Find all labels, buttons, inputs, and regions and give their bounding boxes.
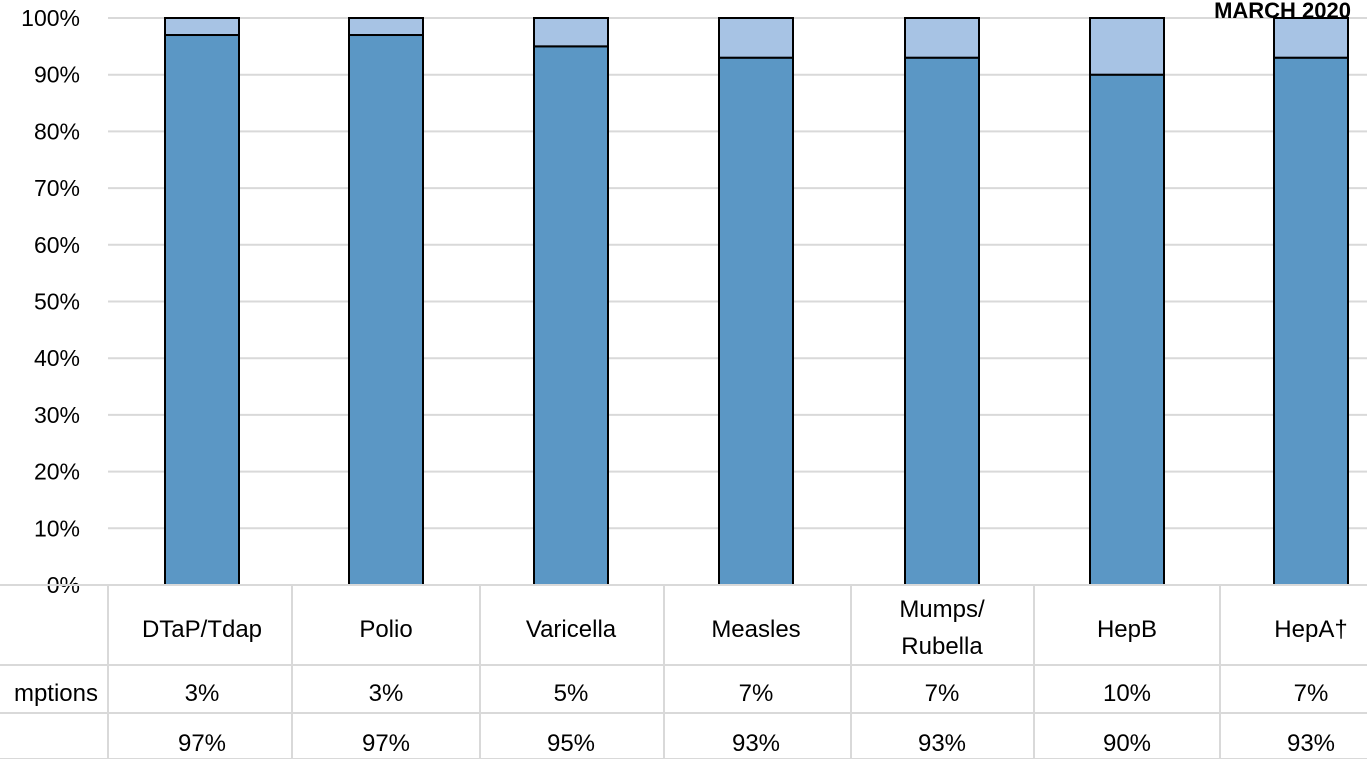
bar-vaccinated: [164, 34, 240, 586]
bar-exemptions: [1089, 17, 1165, 76]
category-label: HepB: [1097, 616, 1157, 643]
bar-vaccinated: [904, 56, 980, 586]
bar-exemptions: [164, 17, 240, 37]
category-label: Measles: [711, 616, 800, 643]
table-cell-value: 93%: [918, 730, 966, 757]
table-cell-value: 97%: [178, 730, 226, 757]
bar-vaccinated: [1273, 56, 1349, 586]
category-label: HepA†: [1274, 616, 1347, 643]
y-tick-label: 20%: [34, 459, 80, 485]
bar-exemptions: [718, 17, 794, 59]
y-tick-label: 40%: [34, 345, 80, 371]
table-cell-value: 10%: [1103, 680, 1151, 707]
table-cell-value: 93%: [732, 730, 780, 757]
category-label: Varicella: [526, 616, 617, 643]
table-cell-value: 90%: [1103, 730, 1151, 757]
period-label: MARCH 2020: [1214, 0, 1351, 23]
table-cell-value: 7%: [1294, 680, 1329, 707]
bars: [164, 17, 1349, 587]
bar-vaccinated: [533, 45, 609, 587]
y-tick-label: 80%: [34, 118, 80, 144]
bar-exemptions: [904, 17, 980, 59]
category-label-line: Rubella: [901, 633, 983, 660]
table-cell-value: 93%: [1287, 730, 1335, 757]
bar-exemptions: [1273, 17, 1349, 59]
table-cell-value: 3%: [369, 680, 404, 707]
y-axis: 0%10%20%30%40%50%60%70%80%90%100%: [21, 5, 80, 598]
table-cell-value: 3%: [185, 680, 220, 707]
y-tick-label: 30%: [34, 402, 80, 428]
y-tick-label: 60%: [34, 232, 80, 258]
category-label: Polio: [359, 616, 412, 643]
table-cell-value: 7%: [739, 680, 774, 707]
bar-vaccinated: [1089, 73, 1165, 586]
data-table: DTaP/Tdap Polio Varicella Measles Mumps/Rube…: [0, 584, 1367, 760]
table-row-label: mptions: [14, 680, 98, 707]
table-cell-value: 7%: [925, 680, 960, 707]
table-cell-value: 5%: [554, 680, 589, 707]
y-tick-label: 10%: [34, 515, 80, 541]
y-tick-label: 100%: [21, 5, 80, 31]
y-tick-label: 70%: [34, 175, 80, 201]
y-tick-label: 90%: [34, 62, 80, 88]
bar-exemptions: [348, 17, 424, 37]
bar-vaccinated: [718, 56, 794, 586]
bar-exemptions: [533, 17, 609, 48]
bar-vaccinated: [348, 34, 424, 586]
category-label: Mumps/Rubella: [899, 596, 985, 660]
table-cell-value: 97%: [362, 730, 410, 757]
category-label: DTaP/Tdap: [142, 616, 262, 643]
category-label-line: Mumps/: [899, 596, 985, 623]
y-tick-label: 50%: [34, 289, 80, 315]
table-cell-value: 95%: [547, 730, 595, 757]
